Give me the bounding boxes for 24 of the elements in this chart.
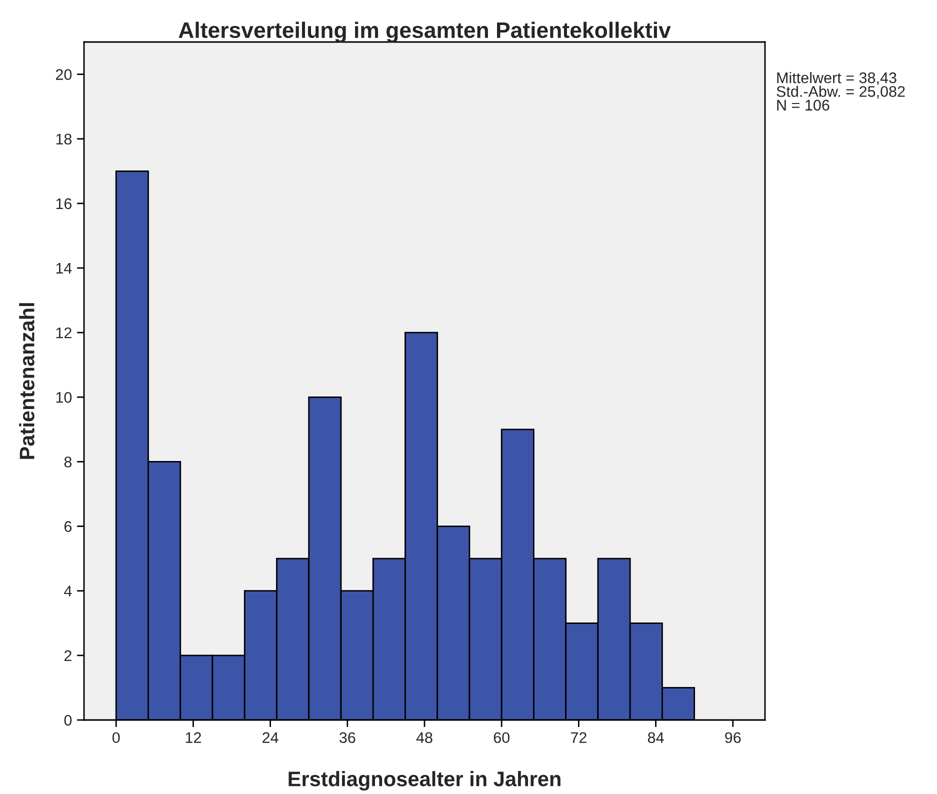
y-tick-label: 16 (56, 198, 72, 210)
x-tick-label: 48 (416, 732, 432, 744)
y-tick-label: 20 (56, 69, 72, 80)
y-tick-label: 8 (64, 456, 72, 468)
x-tick-label: 12 (186, 732, 201, 743)
chart-title: Altersverteilung im gesamten Patientekollektiv (178, 22, 671, 43)
x-tick-label: 72 (570, 732, 586, 743)
y-tick-label: 14 (56, 263, 72, 274)
y-axis-title: Patientenanzahl (19, 303, 34, 459)
x-tick-label: 0 (112, 732, 120, 744)
x-tick-label: 24 (262, 732, 278, 743)
x-axis-title: Erstdiagnosealter in Jahren (288, 771, 560, 791)
y-tick-label: 4 (64, 586, 72, 596)
x-tick-label: 96 (725, 732, 741, 744)
x-tick-label: 84 (648, 732, 664, 744)
y-tick-label: 18 (56, 134, 72, 145)
y-tick-label: 12 (56, 327, 72, 338)
x-tick-label: 36 (339, 732, 356, 744)
y-tick-label: 6 (64, 521, 72, 532)
y-tick-label: 0 (64, 714, 72, 726)
text: Mittelwert = 38,43 Std.-Abw. = 25,082 N = 106 (776, 72, 905, 111)
y-tick-label: 10 (56, 392, 72, 403)
x-tick-label: 60 (494, 732, 510, 744)
y-tick-label: 2 (64, 650, 72, 661)
